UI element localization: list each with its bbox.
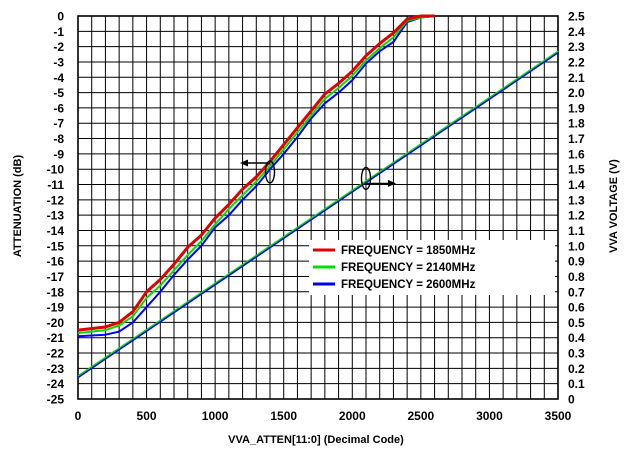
left-y-tick-label: -2 [53, 40, 64, 54]
x-tick-label: 500 [137, 409, 157, 423]
legend-entry-1: FREQUENCY = 2140MHz [341, 262, 476, 274]
left-y-tick-label: -17 [47, 270, 65, 284]
grid [78, 16, 558, 399]
right-y-tick-label: 1.7 [568, 132, 585, 146]
x-tick-label: 3000 [476, 409, 503, 423]
left-y-tick-label: -1 [53, 25, 64, 39]
right-y-tick-label: 0.7 [568, 285, 585, 299]
x-tick-label: 2000 [339, 409, 366, 423]
right-y-tick-label: 1.0 [568, 239, 585, 253]
x-tick-label: 3500 [545, 409, 572, 423]
left-y-tick-label: -11 [47, 178, 64, 192]
right-y-tick-label: 0.6 [568, 301, 585, 315]
left-y-axis-title: ATTENUATION (dB) [12, 155, 24, 258]
legend-entry-2: FREQUENCY = 2600MHz [341, 279, 476, 291]
right-y-tick-label: 0.1 [568, 377, 585, 391]
right-y-tick-label: 2.4 [568, 25, 585, 39]
left-y-tick-label: -7 [53, 117, 64, 131]
left-y-tick-label: -12 [47, 193, 65, 207]
left-y-tick-label: -9 [53, 147, 64, 161]
x-tick-label: 1000 [202, 409, 229, 423]
right-y-tick-label: 1.1 [568, 224, 585, 238]
left-y-tick-label: -5 [53, 86, 64, 100]
right-y-tick-label: 1.5 [568, 163, 585, 177]
left-y-tick-label: -19 [47, 301, 65, 315]
right-y-tick-label: 2.0 [568, 86, 585, 100]
plot-background [78, 16, 558, 399]
left-y-tick-label: -8 [53, 132, 64, 146]
right-y-tick-label: 0.2 [568, 362, 585, 376]
x-tick-label: 0 [75, 409, 82, 423]
left-y-tick-label: -14 [47, 224, 65, 238]
right-y-tick-label: 1.9 [568, 101, 585, 115]
left-y-tick-label: -22 [47, 347, 65, 361]
left-y-tick-label: -6 [53, 101, 64, 115]
x-tick-label: 2500 [408, 409, 435, 423]
right-y-tick-label: 2.1 [568, 71, 585, 85]
left-y-tick-label: -20 [47, 316, 65, 330]
right-y-tick-label: 0.4 [568, 331, 585, 345]
left-y-tick-label: -15 [47, 239, 65, 253]
right-y-tick-label: 1.2 [568, 209, 585, 223]
right-y-axis-title: VVA VOLTAGE (V) [608, 159, 620, 253]
right-y-tick-label: 0.5 [568, 316, 585, 330]
right-y-tick-label: 0.3 [568, 347, 585, 361]
right-y-tick-label: 1.3 [568, 193, 585, 207]
x-axis-title: VVA_ATTEN[11:0] (Decimal Code) [228, 434, 404, 446]
left-y-tick-label: -21 [47, 331, 65, 345]
left-y-tick-label: -25 [47, 393, 65, 407]
left-y-tick-label: -13 [47, 209, 65, 223]
right-y-tick-label: 0.8 [568, 270, 585, 284]
left-y-tick-label: 0 [57, 10, 64, 24]
left-y-tick-label: -18 [47, 285, 65, 299]
left-y-tick-label: -24 [47, 377, 65, 391]
right-y-tick-label: 1.4 [568, 178, 585, 192]
right-y-tick-label: 2.3 [568, 40, 585, 54]
right-y-tick-label: 0 [568, 393, 575, 407]
right-y-tick-label: 0.9 [568, 255, 585, 269]
left-y-tick-label: -23 [47, 362, 65, 376]
legend: FREQUENCY = 1850MHz FREQUENCY = 2140MHz FR… [309, 240, 555, 295]
right-y-tick-label: 2.5 [568, 10, 585, 24]
legend-entry-0: FREQUENCY = 1850MHz [341, 245, 476, 257]
x-tick-label: 1500 [270, 409, 297, 423]
right-y-tick-label: 1.8 [568, 117, 585, 131]
left-y-tick-label: -4 [53, 71, 64, 85]
left-y-tick-label: -16 [47, 255, 65, 269]
left-y-tick-label: -3 [53, 55, 64, 69]
left-y-tick-label: -10 [47, 163, 65, 177]
right-y-tick-label: 1.6 [568, 147, 585, 161]
right-y-tick-label: 2.2 [568, 55, 585, 69]
